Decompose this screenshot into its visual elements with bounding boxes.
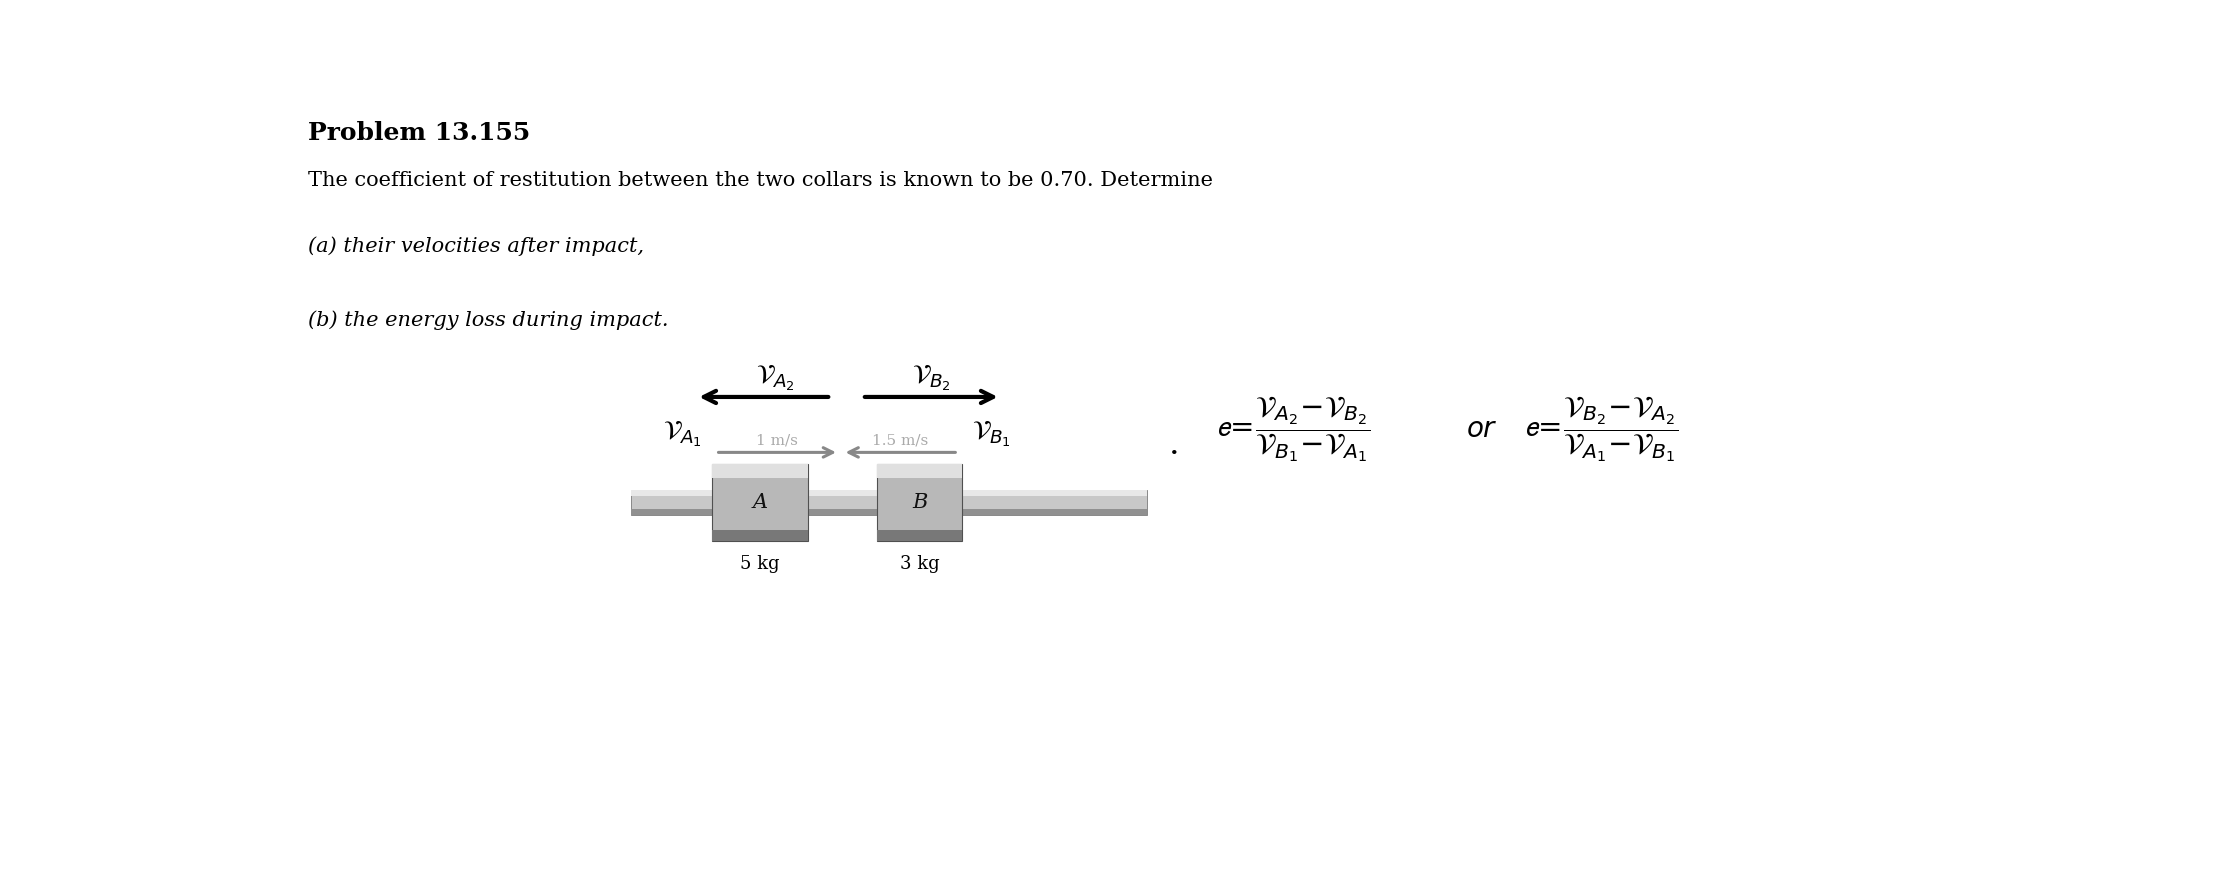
- Bar: [631, 490, 1147, 515]
- Bar: [712, 464, 808, 477]
- Text: $\mathit{or}$: $\mathit{or}$: [1466, 415, 1499, 443]
- Text: $\mathcal{e}\!=\!\dfrac{\mathcal{V}_{A_2}\!-\!\mathcal{V}_{B_2}}{\mathcal{V}_{B_: $\mathcal{e}\!=\!\dfrac{\mathcal{V}_{A_2…: [1216, 394, 1370, 464]
- Bar: [877, 464, 962, 541]
- Text: (a) their velocities after impact,: (a) their velocities after impact,: [308, 237, 643, 257]
- Text: The coefficient of restitution between the two collars is known to be 0.70. Dete: The coefficient of restitution between t…: [308, 172, 1214, 190]
- Text: 1.5 m/s: 1.5 m/s: [872, 433, 928, 447]
- Bar: [712, 530, 808, 541]
- Bar: [877, 464, 962, 477]
- Text: $\mathcal{V}_{B_2}$: $\mathcal{V}_{B_2}$: [912, 364, 950, 393]
- Text: $\mathcal{V}_{A_1}$: $\mathcal{V}_{A_1}$: [663, 419, 703, 449]
- Text: $\mathcal{V}_{A_2}$: $\mathcal{V}_{A_2}$: [756, 364, 794, 393]
- Text: $\mathcal{V}_{B_1}$: $\mathcal{V}_{B_1}$: [973, 419, 1011, 449]
- Text: (b) the energy loss during impact.: (b) the energy loss during impact.: [308, 310, 667, 329]
- Text: Problem 13.155: Problem 13.155: [308, 121, 529, 145]
- Text: $\mathcal{e}\!=\!\dfrac{\mathcal{V}_{B_2}\!-\!\mathcal{V}_{A_2}}{\mathcal{V}_{A_: $\mathcal{e}\!=\!\dfrac{\mathcal{V}_{B_2…: [1524, 394, 1678, 464]
- Bar: [712, 464, 808, 541]
- Text: 5 kg: 5 kg: [741, 555, 781, 573]
- Text: B: B: [912, 493, 928, 512]
- Bar: [877, 530, 962, 541]
- Text: .: .: [1169, 428, 1180, 461]
- Text: 3 kg: 3 kg: [899, 555, 939, 573]
- Bar: [631, 509, 1147, 515]
- Bar: [631, 490, 1147, 496]
- Text: 1 m/s: 1 m/s: [756, 433, 799, 447]
- Text: A: A: [752, 493, 767, 512]
